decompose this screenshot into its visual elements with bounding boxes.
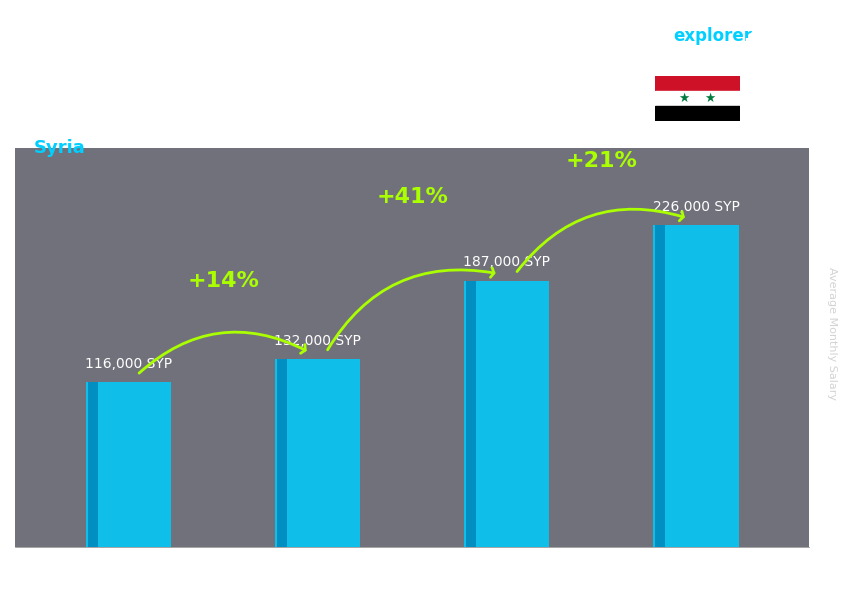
Text: Investor Relations Officer: Investor Relations Officer xyxy=(34,97,281,116)
Text: ★: ★ xyxy=(678,92,690,105)
Text: salary: salary xyxy=(612,27,669,45)
Bar xyxy=(466,281,476,547)
Text: 132,000 SYP: 132,000 SYP xyxy=(275,334,361,348)
Bar xyxy=(88,382,98,547)
Text: ★: ★ xyxy=(704,92,716,105)
Bar xyxy=(86,382,171,547)
Text: +41%: +41% xyxy=(377,187,448,207)
Bar xyxy=(654,76,740,91)
Text: 116,000 SYP: 116,000 SYP xyxy=(85,357,172,371)
Text: 226,000 SYP: 226,000 SYP xyxy=(653,200,740,214)
Bar xyxy=(654,91,740,106)
Bar xyxy=(277,359,287,547)
Text: Salary Comparison By Education: Salary Comparison By Education xyxy=(34,42,591,72)
Bar xyxy=(464,281,549,547)
Bar xyxy=(655,225,666,547)
Bar xyxy=(275,359,360,547)
Bar xyxy=(654,106,740,121)
Text: Average Monthly Salary: Average Monthly Salary xyxy=(827,267,837,400)
Text: +21%: +21% xyxy=(565,151,638,171)
Text: +14%: +14% xyxy=(187,271,259,291)
Bar xyxy=(654,225,739,547)
Text: explorer: explorer xyxy=(673,27,752,45)
Text: .com: .com xyxy=(743,27,788,45)
Text: 187,000 SYP: 187,000 SYP xyxy=(463,256,550,270)
Text: Syria: Syria xyxy=(34,139,86,158)
